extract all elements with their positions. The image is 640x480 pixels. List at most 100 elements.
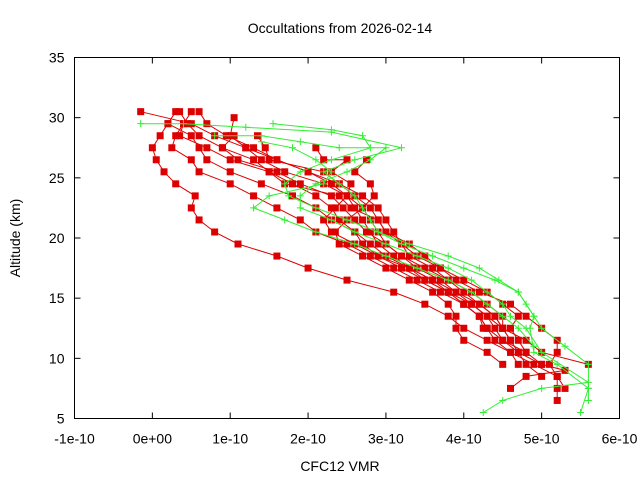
data-point [530,360,538,368]
data-point [398,252,405,260]
data-point [468,276,476,284]
data-point [429,288,437,296]
data-point [320,216,328,224]
data-point [176,108,184,116]
data-point [499,300,507,308]
data-point [479,324,487,332]
data-point [483,288,491,296]
data-point [514,348,522,356]
data-point [257,180,265,188]
data-point [429,252,437,260]
data-point [444,264,452,272]
data-point [362,156,370,164]
data-point [362,228,370,236]
data-point [479,408,487,416]
series-green-2 [269,120,592,404]
data-point [530,312,538,320]
data-point [436,264,444,272]
data-point [405,240,413,248]
data-point [436,288,444,296]
data-point [460,336,468,344]
data-point [339,204,347,212]
data-point [347,180,355,188]
data-point [331,228,339,236]
data-point [359,252,367,260]
data-point [335,216,343,224]
data-point [390,228,398,236]
data-point [226,168,234,176]
series-red-9 [218,132,514,344]
data-point [359,132,367,140]
data-point [304,264,312,272]
data-point [211,132,219,140]
data-point [522,324,530,332]
data-point [553,396,561,404]
data-point [320,168,328,176]
data-point [285,192,293,200]
data-point [137,108,145,116]
y-axis-ticks: 5 10 15 20 25 30 35 [49,50,620,427]
data-point [343,168,351,176]
data-point [460,288,468,296]
data-point [187,204,195,212]
y-tick-label: 10 [49,350,65,366]
data-point [374,228,382,236]
data-point [483,312,491,320]
data-point [327,126,335,134]
series-green-1 [137,120,592,416]
data-point [507,312,514,320]
data-point [296,204,304,212]
data-point [444,276,452,284]
data-point [452,276,460,284]
data-point [234,156,242,164]
data-point [382,228,390,236]
data-point [281,168,289,176]
data-point [320,180,328,188]
series-line [140,123,589,413]
data-point [460,264,468,272]
series-line [221,135,511,341]
data-point [514,312,522,320]
data-point [257,156,265,164]
data-point [273,168,281,176]
data-point [468,288,476,296]
data-point [483,324,491,332]
data-point [460,300,468,308]
data-point [522,360,530,368]
data-point [398,240,405,248]
data-point [366,204,374,212]
data-point [296,168,304,176]
data-point [273,252,281,260]
data-point [405,264,413,272]
data-point [390,288,398,296]
data-point [351,156,359,164]
data-point [553,348,561,356]
data-point [491,312,499,320]
data-point [156,132,164,140]
data-point [429,264,437,272]
data-point [421,276,429,284]
series-red-2 [148,108,569,392]
data-point [374,240,382,248]
data-point [413,276,421,284]
data-point [460,276,468,284]
data-point [468,300,476,308]
plot-frame [74,57,620,419]
data-point [514,360,522,368]
data-point [483,336,491,344]
data-point [351,192,359,200]
data-point [261,144,269,152]
series-line [334,159,504,365]
data-point [530,348,538,356]
data-point [561,342,569,350]
data-point [343,240,351,248]
data-point [195,168,203,176]
y-tick-label: 35 [49,50,65,66]
data-point [398,264,405,272]
data-point [522,336,530,344]
data-point [382,252,390,260]
series-red-8 [176,120,530,356]
data-point [281,216,289,224]
data-point [452,312,460,320]
